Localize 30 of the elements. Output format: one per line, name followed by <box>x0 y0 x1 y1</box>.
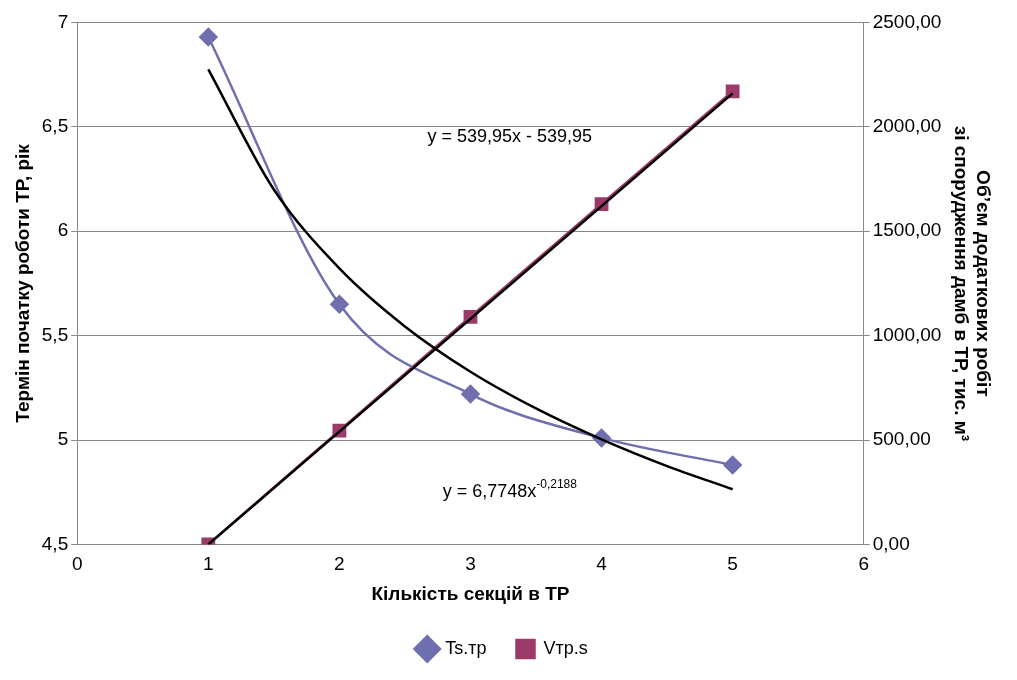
y2-tick-label: 2500,00 <box>872 10 942 32</box>
y2-tick-label: 500,00 <box>872 428 931 450</box>
y-tick-label: 4,5 <box>41 532 69 554</box>
y2-tick-label: 1000,00 <box>872 323 942 345</box>
x-axis-title: Кількість секцій в ТР <box>371 582 570 604</box>
legend-label: Ts.тр <box>445 637 487 658</box>
x-tick-label: 0 <box>71 553 83 575</box>
y2-tick-label: 1500,00 <box>872 219 942 241</box>
annotation: y = 539,95x - 539,95 <box>427 126 593 147</box>
point <box>330 295 349 314</box>
x-tick-label: 6 <box>858 553 870 575</box>
x-tick-label: 1 <box>203 553 214 575</box>
legend-label: Vтр.s <box>543 637 588 658</box>
point <box>723 455 742 475</box>
y-tick-label: 5,5 <box>41 323 69 345</box>
y-tick-label: 6,5 <box>41 115 69 137</box>
point <box>199 27 218 47</box>
y-tick-label: 6 <box>57 219 69 241</box>
point <box>725 84 740 99</box>
y2-axis-title: Об’єм додаткових робіт зі спорудження дамб в ТР, тис. м³ <box>950 125 995 442</box>
x-tick-label: 5 <box>727 553 738 575</box>
y-tick-label: 5 <box>57 428 69 450</box>
point <box>461 384 480 404</box>
x-tick-label: 2 <box>334 553 345 575</box>
y2-tick-label: 0,00 <box>872 532 910 554</box>
x-tick-label: 3 <box>465 553 476 575</box>
y-tick-label: 7 <box>57 10 69 32</box>
y-axis-title: Термін початку роботи ТР, рік <box>11 143 33 423</box>
x-tick-label: 4 <box>596 553 608 575</box>
y2-tick-label: 2000,00 <box>872 115 942 137</box>
